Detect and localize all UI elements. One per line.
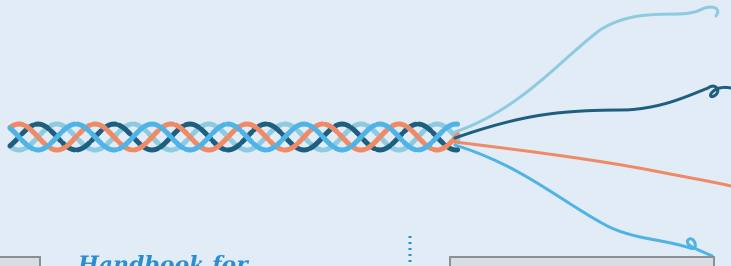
header-illustration: Handbook for: [0, 0, 731, 266]
heading: Handbook for: [77, 252, 249, 266]
right-box: [450, 257, 714, 266]
left-box: [0, 257, 40, 266]
page: Handbook for (() => { const data = JSON.…: [0, 0, 731, 266]
